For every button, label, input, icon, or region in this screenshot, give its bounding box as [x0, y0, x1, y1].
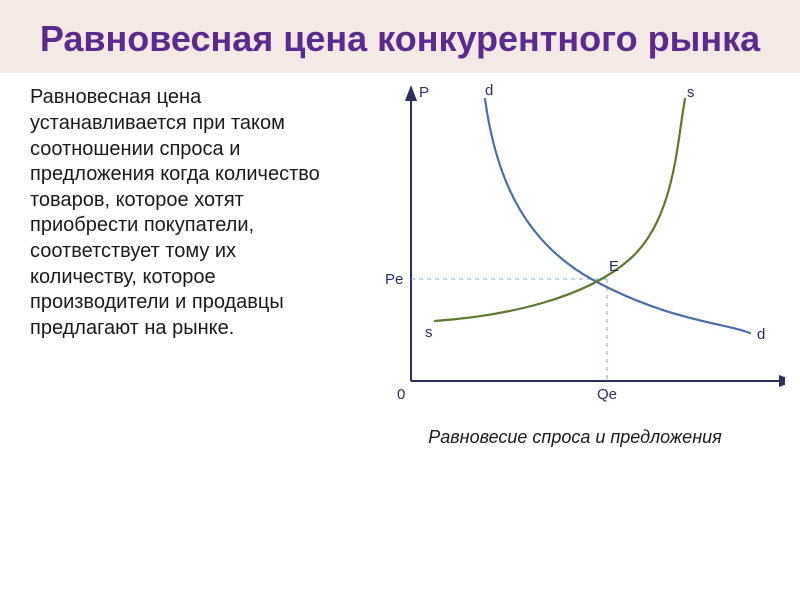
- description-paragraph: Равновесная цена устанавливается при так…: [30, 85, 340, 341]
- page-title: Равновесная цена конкурентного рынка: [20, 18, 780, 59]
- svg-text:P: P: [419, 84, 429, 101]
- description-column: Равновесная цена устанавливается при так…: [30, 81, 340, 448]
- svg-text:s: s: [425, 324, 433, 341]
- chart-column: PQ0PeQeddssE Равновесие спроса и предлож…: [350, 81, 800, 448]
- supply-demand-chart: PQ0PeQeddssE: [365, 81, 785, 421]
- title-banner: Равновесная цена конкурентного рынка: [0, 0, 800, 73]
- svg-text:Pe: Pe: [385, 271, 403, 288]
- svg-text:s: s: [687, 84, 695, 101]
- svg-text:d: d: [485, 82, 493, 99]
- chart-caption: Равновесие спроса и предложения: [428, 427, 721, 448]
- svg-text:0: 0: [397, 386, 405, 403]
- svg-text:Qe: Qe: [597, 386, 617, 403]
- content-row: Равновесная цена устанавливается при так…: [0, 73, 800, 448]
- svg-text:E: E: [609, 258, 619, 275]
- svg-text:d: d: [757, 326, 765, 343]
